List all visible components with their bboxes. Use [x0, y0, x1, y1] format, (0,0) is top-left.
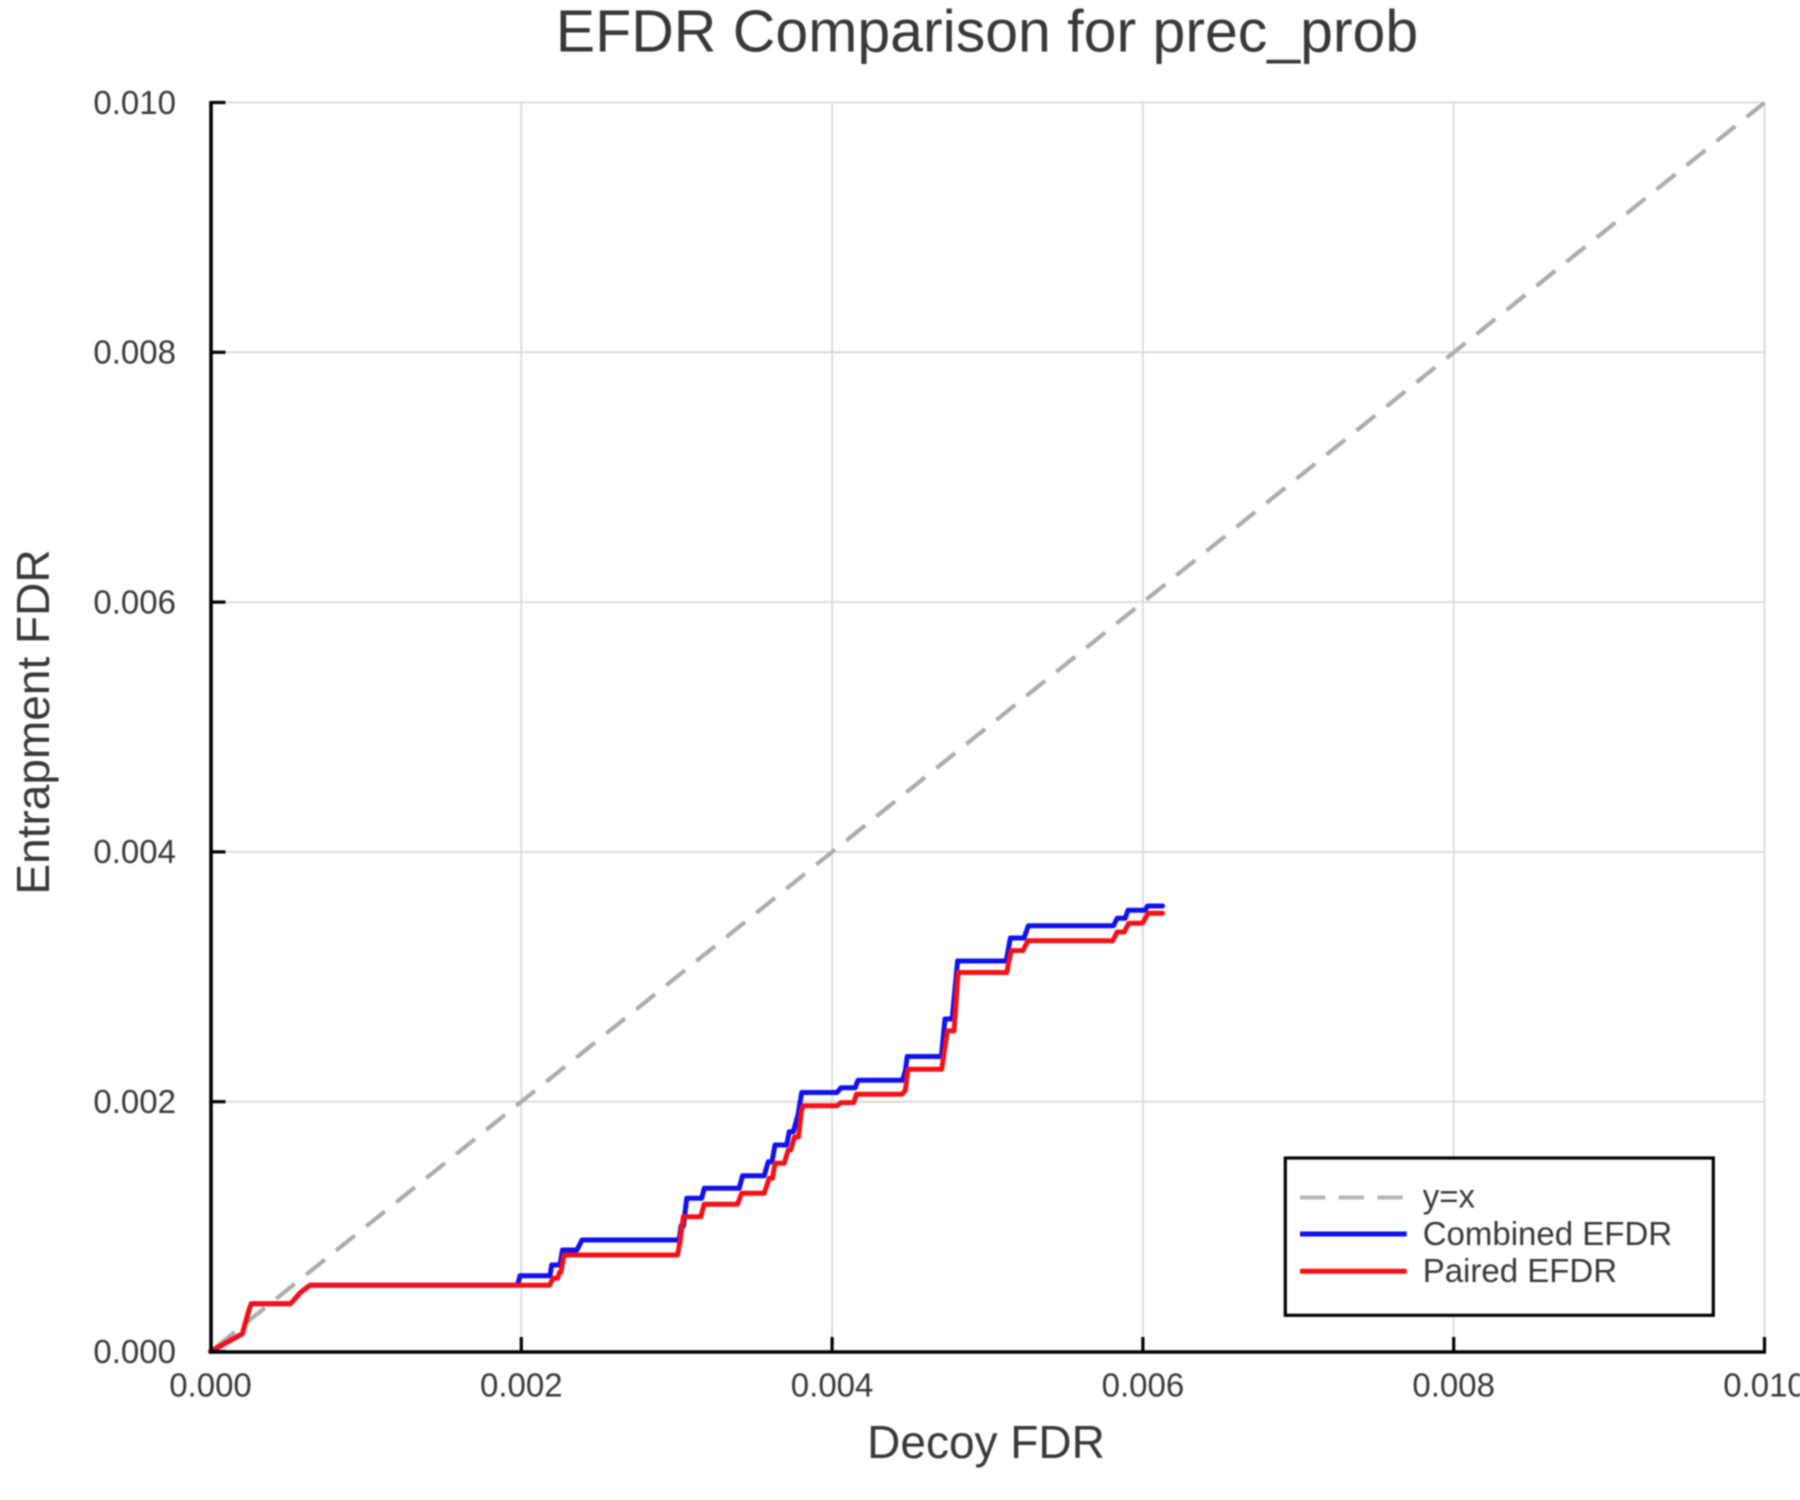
svg-text:0.004: 0.004 — [93, 833, 176, 870]
svg-text:0.010: 0.010 — [93, 84, 176, 121]
svg-text:EFDR Comparison for prec_prob: EFDR Comparison for prec_prob — [556, 0, 1418, 65]
svg-text:0.002: 0.002 — [93, 1083, 176, 1120]
svg-text:Entrapment FDR: Entrapment FDR — [7, 549, 59, 894]
svg-text:Decoy FDR: Decoy FDR — [867, 1416, 1105, 1468]
svg-text:0.010: 0.010 — [1723, 1367, 1800, 1404]
svg-text:0.006: 0.006 — [1102, 1367, 1185, 1404]
svg-text:Combined EFDR: Combined EFDR — [1423, 1215, 1672, 1252]
svg-text:0.000: 0.000 — [93, 1333, 176, 1370]
svg-text:0.002: 0.002 — [480, 1367, 563, 1404]
svg-text:0.000: 0.000 — [169, 1367, 252, 1404]
svg-text:y=x: y=x — [1423, 1178, 1476, 1215]
svg-text:Paired EFDR: Paired EFDR — [1423, 1252, 1617, 1289]
svg-text:0.008: 0.008 — [1412, 1367, 1495, 1404]
svg-text:0.008: 0.008 — [93, 334, 176, 371]
svg-text:0.004: 0.004 — [791, 1367, 874, 1404]
svg-text:0.006: 0.006 — [93, 583, 176, 620]
